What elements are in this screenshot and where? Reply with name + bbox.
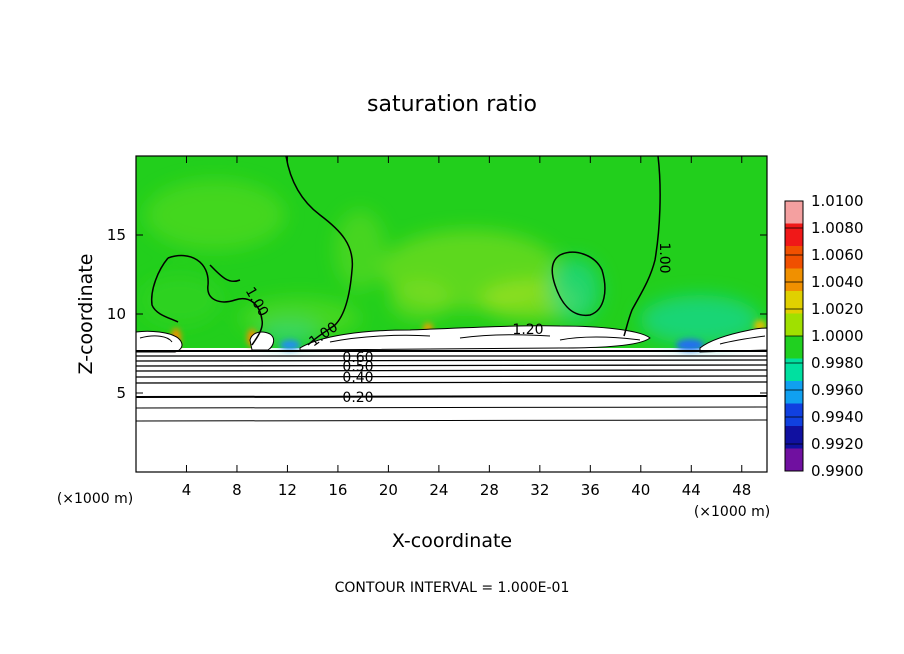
x-axis-unit-left: (×1000 m) xyxy=(57,491,133,507)
y-axis-ticks: 5 10 15 xyxy=(107,226,767,402)
contour-interval-note: CONTOUR INTERVAL = 1.000E-01 xyxy=(335,580,570,596)
colorbar-label: 0.9920 xyxy=(811,435,864,453)
colorbar-swatch xyxy=(785,358,803,382)
x-tick-label: 44 xyxy=(682,481,701,499)
colorbar-swatch xyxy=(785,291,803,314)
contour-label: 1.00 xyxy=(656,242,672,273)
colorbar-swatch xyxy=(785,426,803,449)
x-tick-label: 32 xyxy=(530,481,549,499)
colorbar-swatch xyxy=(785,403,803,427)
x-tick-label: 20 xyxy=(379,481,398,499)
colorbar-swatch xyxy=(785,246,803,269)
colorbar: 1.0100 1.0080 1.0060 1.0040 1.0020 1.0000 0.99… xyxy=(784,192,864,480)
colorbar-label: 1.0100 xyxy=(811,192,864,210)
x-tick-label: 8 xyxy=(232,481,242,499)
x-tick-label: 16 xyxy=(328,481,347,499)
contour-label: 0.50 xyxy=(342,359,373,375)
contour-label: 0.40 xyxy=(342,370,373,386)
colorbar-label: 0.9940 xyxy=(811,408,864,426)
colorbar-swatch xyxy=(785,223,803,247)
x-tick-label: 24 xyxy=(429,481,448,499)
field-variations xyxy=(140,180,760,345)
y-axis-label: Z-coordinate xyxy=(75,254,97,375)
colorbar-swatch xyxy=(785,336,803,359)
x-tick-label: 12 xyxy=(278,481,297,499)
x-tick-label: 40 xyxy=(631,481,650,499)
contour-label: 1.20 xyxy=(512,322,543,338)
x-tick-label: 36 xyxy=(581,481,600,499)
colorbar-swatch xyxy=(785,381,803,404)
colorbar-label: 0.9900 xyxy=(811,462,864,480)
x-tick-label: 48 xyxy=(732,481,751,499)
x-axis-label: X-coordinate xyxy=(392,530,512,552)
upper-contours xyxy=(150,156,661,346)
contour-label: 0.20 xyxy=(342,390,373,406)
y-tick-label: 15 xyxy=(107,226,126,244)
colorbar-label: 0.9960 xyxy=(811,381,864,399)
colorbar-label: 0.9980 xyxy=(811,354,864,372)
chart-title: saturation ratio xyxy=(367,92,537,117)
colorbar-swatch xyxy=(785,201,803,224)
cloud-detail xyxy=(139,334,766,345)
colorbar-label: 1.0080 xyxy=(811,219,864,237)
colorbar-swatch xyxy=(785,313,803,337)
y-tick-label: 10 xyxy=(107,305,126,323)
colorbar-label: 1.0060 xyxy=(811,246,864,264)
x-axis-ticks: 4 8 12 16 20 24 28 32 36 40 44 48 xyxy=(182,156,751,499)
x-tick-label: 28 xyxy=(480,481,499,499)
colorbar-swatch xyxy=(785,448,803,472)
colorbar-label: 1.0040 xyxy=(811,273,864,291)
y-tick-label: 5 xyxy=(116,384,126,402)
contour-label: 0.60 xyxy=(342,350,373,366)
colorbar-label: 1.0020 xyxy=(811,300,864,318)
plot-area xyxy=(136,156,767,472)
colorbar-swatch xyxy=(785,268,803,292)
lower-contours xyxy=(136,350,767,422)
colorbar-label: 1.0000 xyxy=(811,327,864,345)
x-tick-label: 4 xyxy=(182,481,192,499)
cloud-regions xyxy=(136,325,767,353)
x-axis-unit-right: (×1000 m) xyxy=(694,504,770,520)
